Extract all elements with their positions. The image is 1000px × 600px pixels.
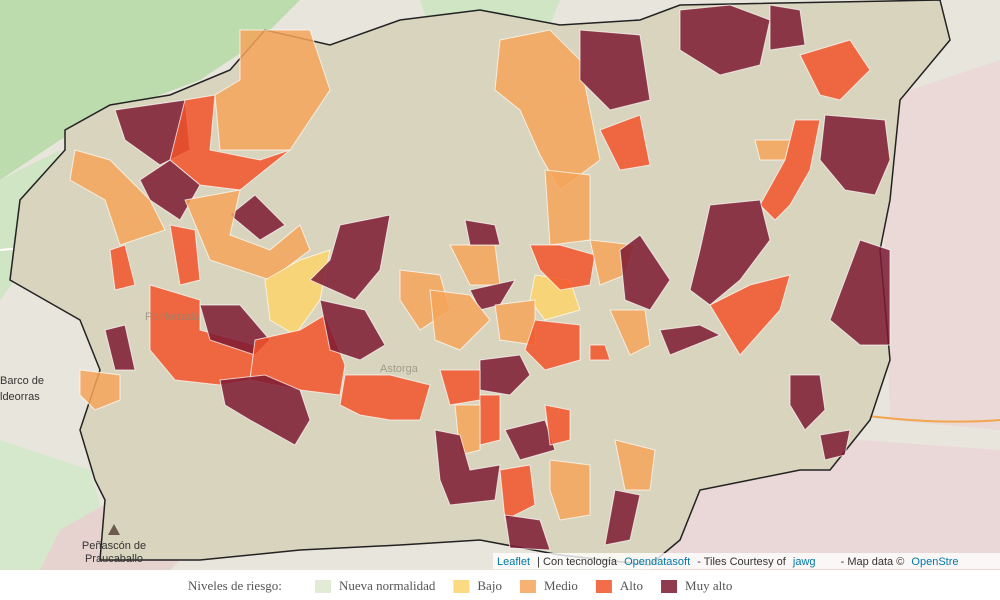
- road: [859, 414, 1000, 423]
- terrain: [0, 0, 300, 180]
- legend: Niveles de riesgo: Nueva normalidad Bajo M…: [188, 578, 732, 593]
- text: - Map data ©: [841, 556, 905, 568]
- municipality[interactable]: [689, 199, 771, 306]
- municipality[interactable]: [524, 319, 581, 371]
- municipality[interactable]: [619, 234, 671, 311]
- municipality[interactable]: [754, 139, 791, 161]
- municipality[interactable]: [544, 404, 571, 446]
- link[interactable]: Opendatasoft: [624, 556, 690, 568]
- municipality[interactable]: [679, 4, 771, 76]
- municipality[interactable]: [109, 244, 136, 291]
- legend-label: Medio: [544, 578, 578, 593]
- municipality[interactable]: [69, 149, 166, 246]
- municipality[interactable]: [799, 39, 871, 101]
- place-label: ldeorras: [0, 391, 40, 403]
- municipality[interactable]: [819, 429, 851, 461]
- municipality[interactable]: [544, 169, 591, 246]
- legend-swatch: [453, 580, 470, 593]
- municipality[interactable]: [759, 119, 821, 221]
- municipality[interactable]: [659, 324, 722, 356]
- link[interactable]: jawg: [792, 556, 816, 568]
- place-label: Peñascón de: [82, 540, 146, 552]
- municipality[interactable]: [214, 29, 331, 151]
- link[interactable]: Leaflet: [497, 556, 530, 568]
- legend-swatch: [519, 580, 536, 593]
- municipality[interactable]: [464, 219, 501, 246]
- municipality[interactable]: [429, 289, 491, 351]
- municipality[interactable]: [184, 189, 311, 281]
- municipality[interactable]: [479, 394, 501, 446]
- legend-label: Nueva normalidad: [339, 578, 436, 593]
- municipality[interactable]: [709, 274, 791, 356]
- municipality[interactable]: [614, 439, 656, 491]
- place-label: Ponferrada: [145, 311, 200, 323]
- municipality[interactable]: [819, 114, 891, 196]
- place-labels: Barco de ldeorras Ponferrada Astorga Peñ…: [0, 311, 419, 565]
- municipality[interactable]: [104, 324, 136, 371]
- legend-label: Alto: [620, 578, 643, 593]
- legend-swatch: [315, 580, 331, 593]
- text: - Tiles Courtesy of: [697, 556, 787, 568]
- legend-swatch: [595, 580, 612, 593]
- attribution: Leaflet | Con tecnología Opendatasoft - …: [493, 553, 1000, 569]
- municipality[interactable]: [229, 194, 286, 241]
- municipality[interactable]: [549, 459, 591, 521]
- municipality[interactable]: [504, 419, 556, 461]
- municipality[interactable]: [169, 224, 201, 286]
- legend-swatch: [661, 580, 678, 593]
- regions: [69, 4, 891, 551]
- municipality[interactable]: [79, 369, 121, 411]
- municipality[interactable]: [589, 344, 611, 361]
- municipality[interactable]: [339, 374, 431, 421]
- municipality[interactable]: [599, 114, 651, 171]
- municipality[interactable]: [829, 239, 891, 346]
- legend-label: Bajo: [477, 578, 502, 593]
- legend-title: Niveles de riesgo:: [188, 578, 282, 593]
- municipality[interactable]: [579, 29, 651, 111]
- municipality[interactable]: [789, 374, 826, 431]
- place-label: Praucaballo: [85, 553, 143, 565]
- terrain: [880, 60, 1000, 430]
- municipality[interactable]: [309, 214, 391, 301]
- municipality[interactable]: [609, 309, 651, 356]
- attribution-box: [493, 553, 1000, 569]
- attribution-text: Leaflet | Con tecnología Opendatasoft - …: [497, 556, 959, 568]
- municipality[interactable]: [504, 514, 551, 551]
- municipality[interactable]: [529, 244, 596, 291]
- place-label: Astorga: [380, 363, 419, 375]
- municipality[interactable]: [219, 374, 311, 446]
- place-label: Barco de: [0, 375, 44, 387]
- text: | Con tecnología: [537, 556, 618, 568]
- peak-icon: [108, 524, 120, 535]
- municipality[interactable]: [604, 489, 641, 546]
- legend-label: Muy alto: [685, 578, 732, 593]
- municipality[interactable]: [769, 4, 806, 51]
- municipality[interactable]: [434, 429, 501, 506]
- municipality[interactable]: [319, 299, 386, 361]
- link[interactable]: OpenStre: [911, 556, 958, 568]
- municipality[interactable]: [499, 464, 536, 521]
